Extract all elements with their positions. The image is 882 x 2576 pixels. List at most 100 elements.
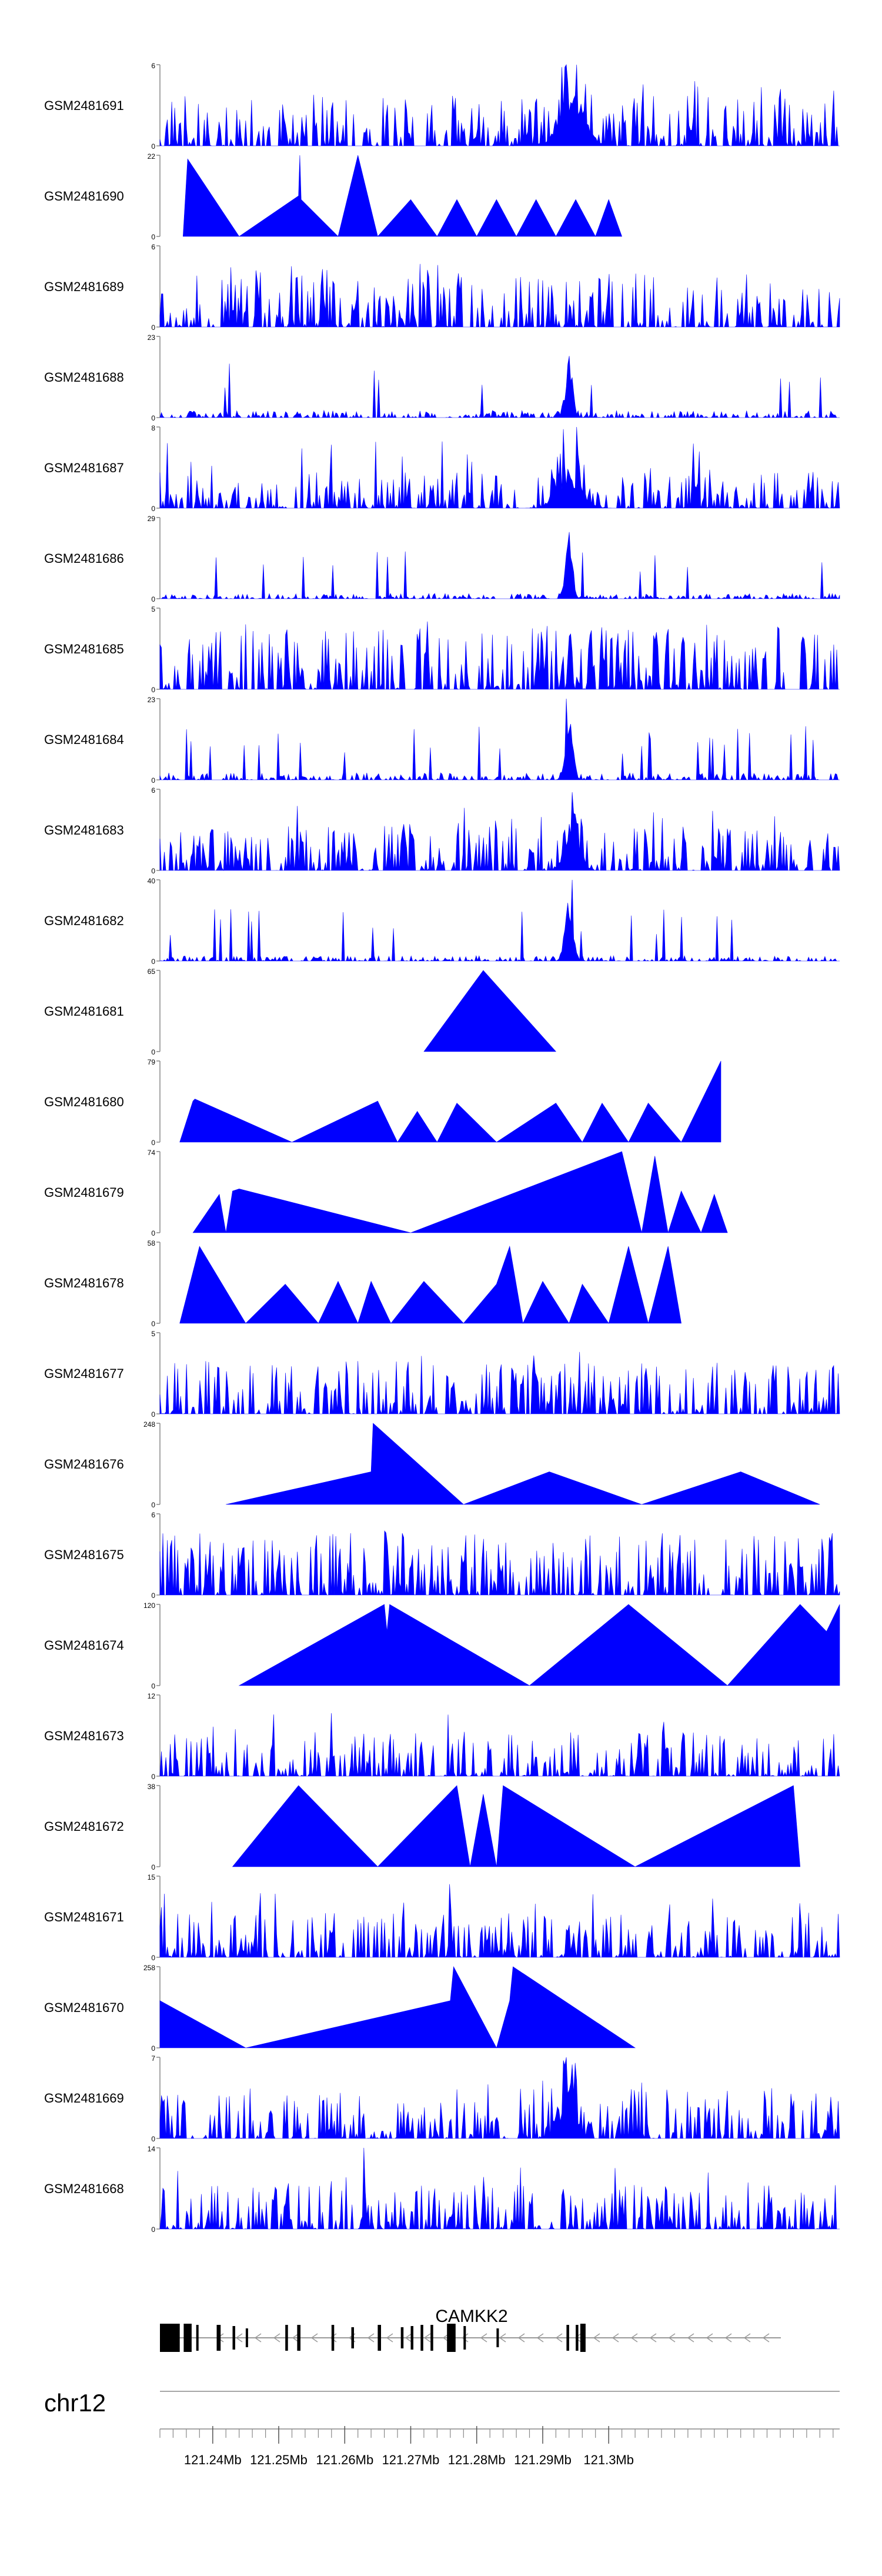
y-tick-label: 0 — [151, 595, 155, 603]
gene-name-label: CAMKK2 — [435, 2307, 507, 2326]
track-label: GSM2481688 — [44, 370, 124, 385]
track-GSM2481668: GSM2481668 14 0 — [44, 2145, 840, 2234]
track-label: GSM2481671 — [44, 1910, 124, 1924]
gene-exon — [580, 2324, 586, 2352]
coverage-area — [159, 1530, 840, 1596]
y-tick-label: 12 — [148, 1692, 156, 1700]
gene-exon — [196, 2325, 199, 2351]
strand-arrow — [405, 2333, 412, 2343]
track-label: GSM2481690 — [44, 189, 124, 203]
y-tick-label: 0 — [151, 505, 155, 513]
y-tick-label: 5 — [151, 605, 155, 613]
chromosome-label: chr12 — [44, 2389, 106, 2417]
coverage-area — [159, 532, 840, 600]
y-tick-label: 6 — [151, 786, 155, 795]
gene-exon — [496, 2328, 499, 2347]
track-GSM2481682: GSM2481682 40 0 — [44, 877, 840, 966]
track-GSM2481688: GSM2481688 23 0 — [44, 333, 840, 422]
track-label: GSM2481678 — [44, 1276, 124, 1290]
track-GSM2481675: GSM2481675 6 0 — [44, 1511, 840, 1600]
track-label: GSM2481689 — [44, 279, 124, 294]
strand-arrow — [649, 2333, 657, 2343]
track-GSM2481673: GSM2481673 12 0 — [44, 1692, 840, 1781]
track-GSM2481671: GSM2481671 15 0 — [44, 1873, 840, 1962]
coverage-area — [182, 155, 623, 237]
y-tick-label: 0 — [151, 142, 155, 151]
gene-exon — [160, 2324, 180, 2352]
strand-arrow — [687, 2333, 694, 2343]
track-label: GSM2481677 — [44, 1366, 124, 1381]
track-label: GSM2481684 — [44, 732, 124, 747]
track-label: GSM2481676 — [44, 1457, 124, 1471]
strand-arrow — [612, 2333, 619, 2343]
track-label: GSM2481670 — [44, 2000, 124, 2015]
y-tick-label: 6 — [151, 1511, 155, 1519]
coverage-area — [159, 1966, 636, 2048]
gene-exon — [183, 2324, 192, 2352]
strand-arrow — [536, 2333, 544, 2343]
y-tick-label: 0 — [151, 776, 155, 785]
y-tick-label: 0 — [151, 686, 155, 694]
gene-exon — [245, 2328, 248, 2347]
track-GSM2481669: GSM2481669 7 0 — [44, 2054, 840, 2143]
coverage-area — [179, 1245, 681, 1324]
coverage-area — [159, 621, 840, 690]
strand-arrow — [273, 2333, 280, 2343]
gene-exon — [351, 2327, 354, 2348]
strand-arrow — [724, 2333, 732, 2343]
y-tick-label: 58 — [148, 1239, 156, 1247]
coverage-area — [159, 2057, 840, 2140]
track-label: GSM2481674 — [44, 1638, 124, 1653]
y-tick-label: 6 — [151, 62, 155, 70]
coverage-area — [179, 1060, 721, 1143]
track-GSM2481670: GSM2481670 258 0 — [44, 1964, 636, 2053]
strand-arrow — [480, 2333, 487, 2343]
track-label: GSM2481679 — [44, 1185, 124, 1200]
y-tick-label: 0 — [151, 957, 155, 966]
coverage-area — [159, 698, 840, 781]
x-tick-label: 121.26Mb — [316, 2452, 373, 2467]
y-tick-label: 0 — [151, 323, 155, 332]
coverage-area — [192, 1151, 728, 1233]
strand-arrow — [254, 2333, 262, 2343]
strand-arrow — [235, 2333, 243, 2343]
strand-arrow — [386, 2333, 393, 2343]
track-label: GSM2481680 — [44, 1095, 124, 1109]
track-GSM2481680: GSM2481680 79 0 — [44, 1058, 721, 1147]
track-GSM2481672: GSM2481672 38 0 — [44, 1783, 801, 1871]
coverage-area — [159, 356, 840, 419]
y-tick-label: 8 — [151, 424, 155, 432]
y-tick-label: 0 — [151, 2135, 155, 2143]
strand-arrow — [499, 2333, 506, 2343]
track-label: GSM2481691 — [44, 98, 124, 113]
x-tick-label: 121.28Mb — [448, 2452, 506, 2467]
gene-exon — [377, 2325, 381, 2351]
strand-arrow — [762, 2333, 770, 2343]
y-tick-label: 0 — [151, 2044, 155, 2053]
track-GSM2481687: GSM2481687 8 0 — [44, 424, 840, 513]
strand-arrow — [555, 2333, 563, 2343]
track-GSM2481683: GSM2481683 6 0 — [44, 786, 840, 875]
y-tick-label: 7 — [151, 2054, 155, 2063]
strand-arrow — [423, 2333, 431, 2343]
x-tick-label: 121.3Mb — [583, 2452, 634, 2467]
y-tick-label: 0 — [151, 1863, 155, 1871]
strand-arrow — [668, 2333, 676, 2343]
y-tick-label: 0 — [151, 1320, 155, 1328]
gene-exon — [297, 2325, 300, 2351]
y-tick-label: 29 — [148, 515, 156, 523]
track-GSM2481681: GSM2481681 65 0 — [44, 967, 557, 1056]
track-label: GSM2481673 — [44, 1729, 124, 1743]
coverage-area — [159, 1352, 840, 1415]
y-tick-label: 0 — [151, 1773, 155, 1781]
gene-exon — [430, 2325, 433, 2351]
coverage-area — [232, 1785, 801, 1867]
coverage-area — [423, 970, 557, 1052]
strand-arrow — [461, 2333, 469, 2343]
y-tick-label: 6 — [151, 243, 155, 251]
track-label: GSM2481686 — [44, 551, 124, 566]
y-tick-label: 74 — [148, 1149, 156, 1157]
gene-exon — [566, 2325, 569, 2351]
gene-exon — [285, 2325, 288, 2351]
